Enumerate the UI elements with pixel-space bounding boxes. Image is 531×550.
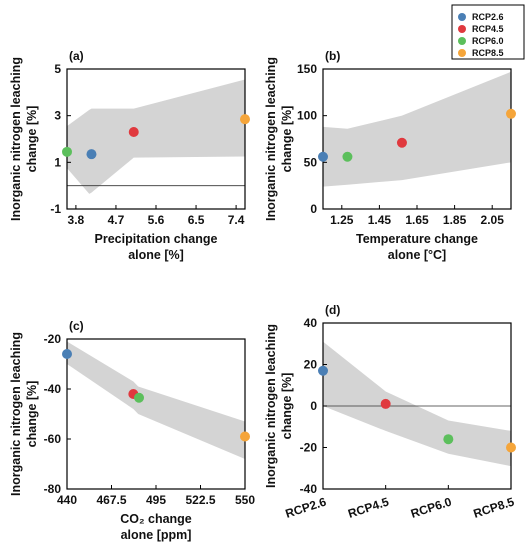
x-tick-label: 2.05 xyxy=(481,213,505,227)
y-tick-label: -20 xyxy=(300,441,318,455)
uncertainty-band xyxy=(67,79,245,194)
x-tick-label: 1.85 xyxy=(443,213,467,227)
x-tick-label: 6.5 xyxy=(188,213,205,227)
y-tick-label: 20 xyxy=(304,358,318,372)
y-axis-label: Inorganic nitrogen leaching xyxy=(264,324,278,488)
y-tick-label: 150 xyxy=(297,62,317,76)
x-tick-label: 3.8 xyxy=(68,213,85,227)
legend-marker xyxy=(458,49,466,57)
x-axis-label: alone [%] xyxy=(128,248,184,262)
y-tick-label: -40 xyxy=(300,482,318,496)
data-point-rcp60 xyxy=(342,151,353,162)
panel-label: (c) xyxy=(69,319,84,333)
legend: RCP2.6 RCP4.5 RCP6.0 RCP8.5 xyxy=(451,4,525,60)
panel-label: (a) xyxy=(69,49,84,63)
y-tick-label: 0 xyxy=(310,202,317,216)
panel-b: 0 50 100 150 1.25 1.45 1.65 1.85 2.05Temperature… xyxy=(264,49,516,262)
y-tick-label: 50 xyxy=(304,155,318,169)
data-point-rcp85 xyxy=(240,114,250,125)
panel-c: -80 -60 -40 -20 440 467.5 495 522.5 550 CO₂ chang… xyxy=(9,319,255,542)
plot-area xyxy=(67,79,245,194)
uncertainty-band xyxy=(67,341,245,459)
data-point-rcp26 xyxy=(62,349,72,359)
y-tick-label: -1 xyxy=(50,202,61,216)
y-axis-label: Inorganic nitrogen leaching xyxy=(9,57,23,221)
y-tick-label: 1 xyxy=(54,155,61,169)
data-point-rcp26 xyxy=(318,151,328,162)
panel-d: -40 -20 0 20 40 RCP2.6 RCP4.5 RCP6.0 RCP8.5 Inorg… xyxy=(264,303,516,521)
x-tick-label: 550 xyxy=(235,493,255,507)
legend-marker xyxy=(458,37,466,45)
uncertainty-band xyxy=(323,71,511,187)
y-tick-label: -80 xyxy=(44,482,62,496)
y-tick-label: -40 xyxy=(44,382,62,396)
y-tick-label: 100 xyxy=(297,109,317,123)
x-tick-label: 495 xyxy=(146,493,166,507)
legend-marker xyxy=(458,25,466,33)
x-tick-label: 7.4 xyxy=(228,213,245,227)
y-tick-label: -20 xyxy=(44,332,62,346)
legend-entry: RCP8.5 xyxy=(472,48,504,58)
legend-entry: RCP6.0 xyxy=(472,36,504,46)
plot-area xyxy=(323,341,511,467)
y-tick-label: 3 xyxy=(54,109,61,123)
y-axis-label: change [%] xyxy=(280,106,294,173)
y-axis-label: change [%] xyxy=(280,373,294,440)
x-axis-label: Temperature change xyxy=(356,232,478,246)
x-tick-label: RCP6.0 xyxy=(409,494,454,520)
legend-entry: RCP4.5 xyxy=(472,24,504,34)
data-point-rcp85 xyxy=(506,442,516,453)
data-point-rcp45 xyxy=(396,137,407,148)
data-point-rcp45 xyxy=(128,127,139,137)
x-tick-label: RCP8.5 xyxy=(472,494,517,520)
legend-entry: RCP2.6 xyxy=(472,12,504,22)
x-tick-label: 467.5 xyxy=(96,493,126,507)
x-tick-label: 4.7 xyxy=(108,213,125,227)
y-tick-label: 40 xyxy=(304,316,318,330)
panel-label: (b) xyxy=(325,49,340,63)
data-point-rcp26 xyxy=(318,365,328,376)
data-point-rcp26 xyxy=(86,149,97,160)
data-point-rcp85 xyxy=(240,431,250,442)
y-axis-label: Inorganic nitrogen leaching xyxy=(264,57,278,221)
plot-area xyxy=(323,71,511,187)
y-axis-label: change [%] xyxy=(25,381,39,448)
data-point-rcp60 xyxy=(62,146,72,157)
x-tick-label: RCP4.5 xyxy=(346,494,391,520)
x-tick-label: 1.45 xyxy=(368,213,392,227)
data-point-rcp85 xyxy=(506,108,516,119)
data-point-rcp60 xyxy=(443,434,454,445)
y-tick-label: 5 xyxy=(54,62,61,76)
y-tick-label: -60 xyxy=(44,432,62,446)
y-tick-label: 0 xyxy=(310,399,317,413)
legend-marker xyxy=(458,13,466,21)
x-axis-label: alone [°C] xyxy=(388,248,446,262)
data-point-rcp60 xyxy=(134,392,145,403)
uncertainty-band xyxy=(323,341,511,467)
plot-area xyxy=(67,341,245,459)
y-axis-label: Inorganic nitrogen leaching xyxy=(9,332,23,496)
x-axis-label: Precipitation change xyxy=(95,232,218,246)
data-point-rcp45 xyxy=(380,398,391,409)
x-axis-label: alone [ppm] xyxy=(121,528,192,542)
x-tick-label: RCP2.6 xyxy=(284,494,329,520)
x-tick-label: 1.25 xyxy=(330,213,354,227)
x-axis-label: CO₂ change xyxy=(120,512,192,526)
x-tick-label: 522.5 xyxy=(185,493,215,507)
x-tick-label: 440 xyxy=(57,493,77,507)
x-tick-label: 1.65 xyxy=(405,213,429,227)
panel-a: -1 1 3 5 3.8 4.7 5.6 6.5 7.4 Precipitation change… xyxy=(9,49,250,262)
panel-label: (d) xyxy=(325,303,340,317)
y-axis-label: change [%] xyxy=(25,106,39,173)
x-tick-label: 5.6 xyxy=(148,213,165,227)
